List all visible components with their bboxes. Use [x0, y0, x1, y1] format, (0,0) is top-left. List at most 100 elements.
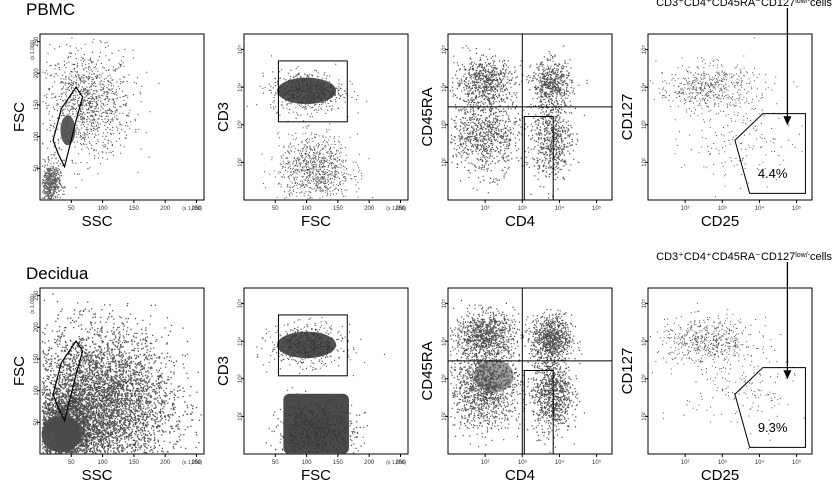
x-unit-label: (x 1,000)	[182, 206, 202, 212]
gate-title-superscript: low/-	[795, 252, 810, 259]
x-tick-label: 150	[333, 206, 344, 212]
y-tick-label: 200	[34, 68, 40, 79]
y-tick-label: 10⁵	[237, 45, 244, 55]
event-dots	[521, 45, 588, 118]
treg-gate	[734, 113, 806, 194]
x-unit-label: (x 1,000)	[182, 460, 202, 466]
x-tick-label: 50	[68, 206, 75, 212]
x-tick-label: 150	[333, 460, 344, 466]
treg-gate	[734, 367, 806, 448]
y-tick-label: 10⁵	[441, 299, 448, 309]
gate-population-title: CD3⁺CD4⁺CD45RA⁻CD127low/-cells	[656, 0, 832, 9]
x-unit-label: (x 1,000)	[386, 206, 406, 212]
x-tick-label: 10⁵	[592, 205, 602, 212]
y-axis-title: FSC	[11, 356, 28, 386]
gate-title-main: CD3⁺CD4⁺CD45RA⁻CD127	[656, 251, 795, 263]
y-tick-label: 10⁴	[237, 82, 244, 92]
x-tick-label: 250	[191, 460, 202, 466]
x-tick-label: 250	[395, 460, 406, 466]
x-tick-label: 100	[98, 460, 109, 466]
y-tick-label: 10²	[238, 158, 244, 167]
x-tick-label: 10³	[518, 460, 527, 466]
gate-arrow-head	[783, 116, 792, 126]
y-tick-label: 10²	[442, 412, 448, 421]
y-tick-label: 200	[34, 322, 40, 333]
y-tick-label: 10²	[642, 158, 648, 167]
x-tick-label: 200	[364, 206, 375, 212]
x-axis-title: SSC	[82, 213, 113, 230]
cd3-gate	[277, 314, 348, 377]
y-axis-title: CD3	[215, 356, 232, 386]
y-tick-label: 10⁴	[237, 336, 244, 346]
lymphocyte-gate	[52, 86, 84, 169]
x-tick-label: 10⁴	[555, 205, 565, 212]
y-tick-label: 10⁵	[641, 299, 648, 309]
x-axis-title: CD4	[505, 213, 535, 230]
plot-frame	[243, 33, 409, 201]
x-tick-label: 10²	[681, 206, 690, 212]
x-axis-title: CD4	[505, 467, 535, 484]
event-dots	[449, 299, 534, 369]
x-axis-title: CD25	[701, 467, 739, 484]
x-tick-label: 200	[160, 206, 171, 212]
event-dots	[449, 45, 522, 122]
x-axis-title: SSC	[82, 467, 113, 484]
x-tick-label: 10³	[518, 206, 527, 212]
y-axis-title: CD127	[619, 348, 636, 395]
event-dots	[518, 309, 583, 371]
event-dots	[449, 78, 563, 195]
decidua-core-blob	[474, 359, 514, 393]
x-tick-label: 200	[364, 460, 375, 466]
y-tick-label: 150	[34, 353, 40, 364]
gate-percent-label: 9.3%	[758, 420, 788, 435]
x-tick-label: 50	[272, 206, 279, 212]
y-tick-label: 10³	[642, 374, 648, 383]
row-label-pbmc: PBMC	[26, 0, 76, 19]
x-tick-label: 10²	[681, 460, 690, 466]
x-tick-label: 10⁵	[592, 459, 602, 466]
y-tick-label: 10²	[442, 158, 448, 167]
x-tick-label: 50	[68, 460, 75, 466]
cd3-gate	[277, 60, 348, 123]
y-axis-title: FSC	[11, 102, 28, 132]
gate-title-tail: cells	[810, 251, 833, 263]
y-unit-label: (x 1,000)	[30, 40, 36, 60]
cd4-gate	[523, 369, 554, 455]
panel-pbmc-cd127_cd25: 4.4% CD3⁺CD4⁺CD45RA⁻CD127low/-cells 10² 10³…	[619, 0, 832, 230]
y-axis-title: CD3	[215, 102, 232, 132]
y-tick-label: 10⁵	[237, 299, 244, 309]
event-dots	[265, 387, 368, 454]
y-axis-title: CD45RA	[419, 341, 436, 400]
y-tick-label: 10³	[238, 374, 244, 383]
gate-title-main: CD3⁺CD4⁺CD45RA⁻CD127	[656, 0, 795, 9]
event-dots	[261, 109, 374, 200]
y-unit-label: (x 1,000)	[30, 294, 36, 314]
gate-population-title: CD3⁺CD4⁺CD45RA⁻CD127low/-cells	[656, 251, 832, 263]
y-tick-label: 10³	[442, 374, 448, 383]
y-tick-label: 250	[34, 36, 40, 47]
x-tick-label: 10⁵	[792, 205, 802, 212]
y-tick-label: 10⁴	[641, 82, 648, 92]
y-tick-label: 50	[34, 418, 40, 425]
x-tick-label: 200	[160, 460, 171, 466]
gate-title-tail: cells	[810, 0, 833, 9]
y-tick-label: 10³	[238, 120, 244, 129]
x-tick-label: 250	[395, 206, 406, 212]
y-tick-label: 10³	[642, 120, 648, 129]
x-axis-title: FSC	[301, 213, 331, 230]
gate-title-superscript: low/-	[795, 0, 810, 5]
x-tick-label: 10³	[718, 460, 727, 466]
plot-frame	[447, 287, 613, 455]
y-tick-label: 10⁴	[441, 82, 448, 92]
y-tick-label: 10²	[642, 412, 648, 421]
event-dots	[522, 321, 585, 453]
event-dots	[41, 154, 66, 200]
x-unit-label: (x 1,000)	[386, 460, 406, 466]
event-dots	[256, 317, 385, 377]
lymphocyte-gate	[52, 340, 84, 423]
gate-percent-label: 4.4%	[758, 166, 788, 181]
panel-decidua-quadrant: 10² 10³ 10⁴ 10⁵ 10² 10³ 10⁴ 10⁵ CD4 CD45RA	[419, 287, 613, 484]
